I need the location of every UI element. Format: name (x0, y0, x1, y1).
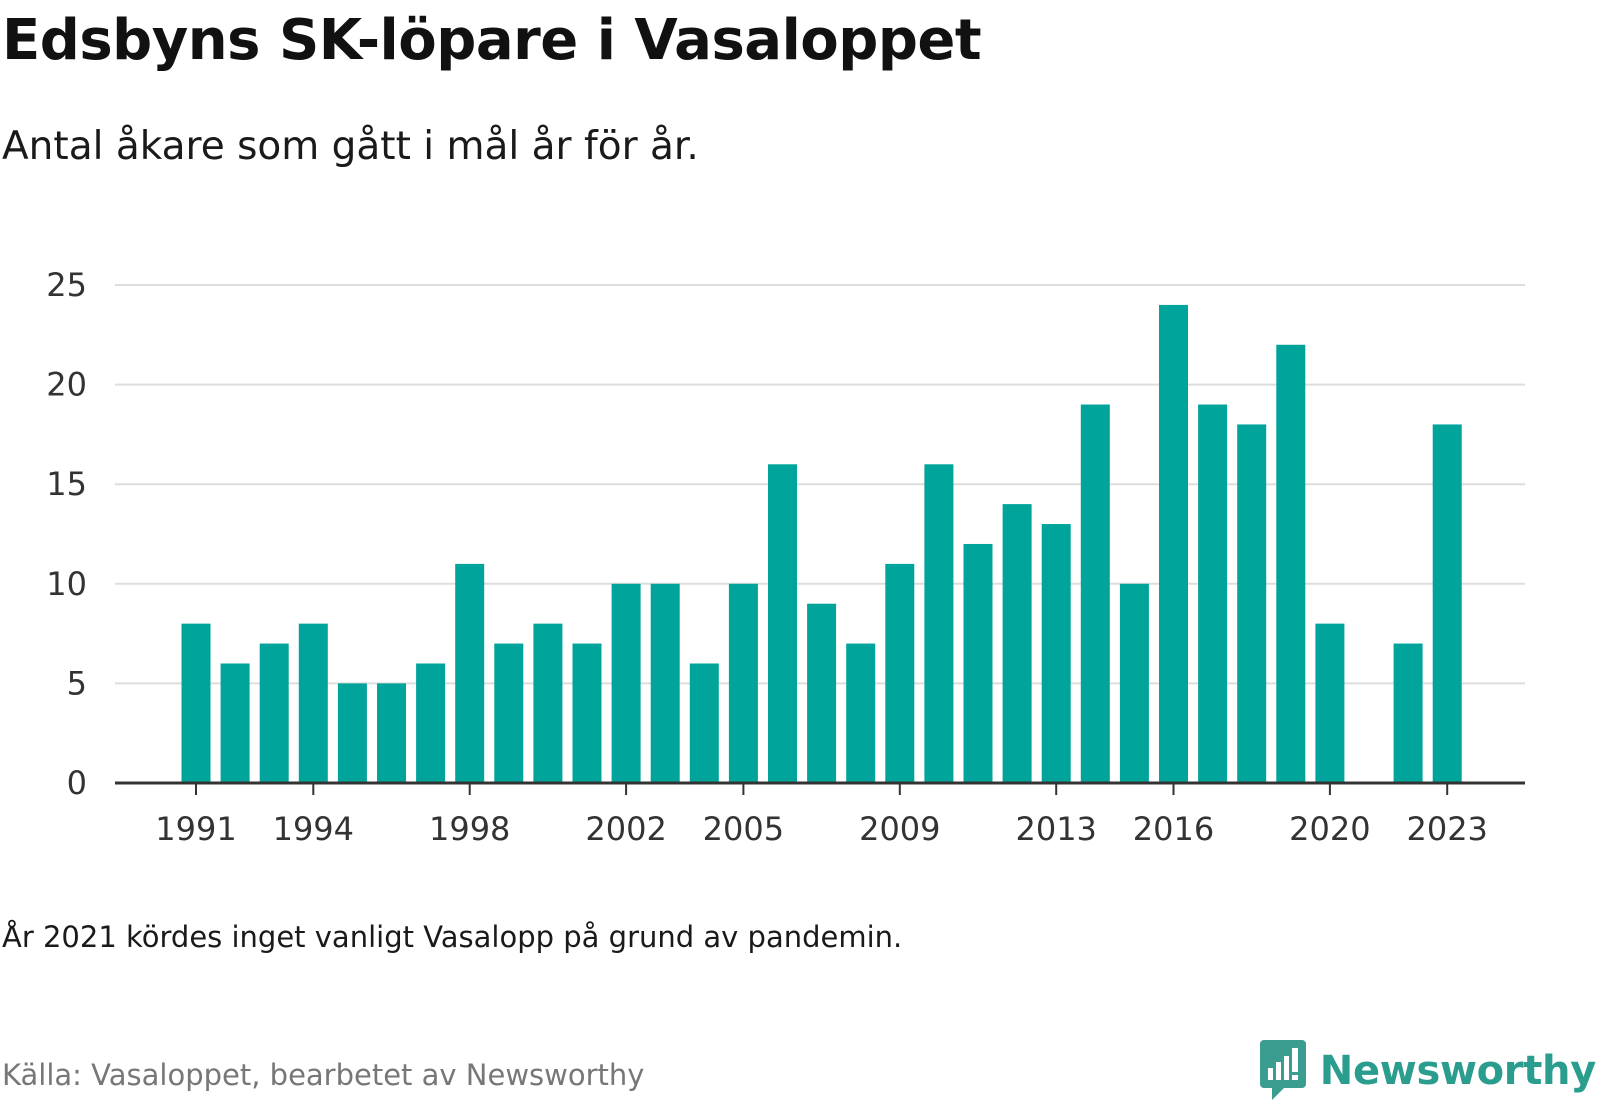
x-tick-label-1994: 1994 (273, 810, 354, 848)
x-axis (115, 781, 1525, 795)
bar-2007 (807, 603, 837, 783)
newsworthy-logo-icon (1259, 1040, 1306, 1100)
source-credit: Källa: Vasaloppet, bearbetet av Newswort… (2, 1058, 645, 1092)
bar-2020 (1315, 623, 1345, 783)
bars (181, 304, 1462, 783)
bar-2003 (650, 583, 680, 783)
bar-1998 (455, 563, 485, 783)
x-tick-label-1991: 1991 (155, 810, 236, 848)
x-tick-label-2023: 2023 (1406, 810, 1487, 848)
y-tick-label-25: 25 (46, 266, 87, 304)
bar-1999 (494, 643, 524, 783)
bar-1995 (337, 683, 367, 783)
bar-1991 (181, 623, 211, 783)
bar-1992 (220, 663, 250, 783)
x-tick-label-1998: 1998 (429, 810, 510, 848)
bar-2017 (1198, 404, 1228, 783)
bar-2011 (963, 543, 993, 783)
bar-2000 (533, 623, 563, 783)
y-tick-label-0: 0 (67, 764, 87, 802)
x-tick-label-2002: 2002 (585, 810, 666, 848)
bar-2014 (1080, 404, 1110, 783)
x-tick-label-2009: 2009 (859, 810, 940, 848)
chart-footnote: År 2021 kördes inget vanligt Vasalopp på… (2, 920, 903, 954)
bar-2004 (689, 663, 719, 783)
bar-2016 (1159, 304, 1188, 783)
bar-2013 (1041, 524, 1071, 783)
y-tick-label-15: 15 (46, 465, 87, 503)
y-tick-label-10: 10 (46, 565, 87, 603)
bar-2022 (1393, 643, 1423, 783)
bar-2009 (885, 563, 915, 783)
bar-2019 (1276, 344, 1306, 783)
bar-1997 (416, 663, 446, 783)
bar-2010 (924, 464, 954, 783)
bar-2008 (846, 643, 876, 783)
y-axis-tick-labels: 0 5 10 15 20 25 (46, 266, 87, 802)
bar-chart: 0 5 10 15 20 25 1991 1994 1998 2002 2005 2009 2013 2… (46, 266, 1525, 848)
x-tick-label-2016: 2016 (1133, 810, 1214, 848)
bar-2012 (1002, 504, 1032, 783)
chart-title: Edsbyns SK-löpare i Vasaloppet (2, 8, 982, 73)
bar-1993 (259, 643, 289, 783)
y-tick-label-5: 5 (67, 664, 87, 702)
bar-2006 (768, 464, 797, 783)
chart-subtitle: Antal åkare som gått i mål år för år. (2, 124, 699, 169)
brand-name: Newsworthy (1319, 1048, 1597, 1094)
bar-1996 (377, 683, 406, 783)
brand-logo: Newsworthy (1259, 1040, 1597, 1102)
x-tick-label-2020: 2020 (1289, 810, 1370, 848)
x-tick-label-2005: 2005 (703, 810, 784, 848)
bar-2005 (728, 583, 758, 783)
y-tick-label-20: 20 (46, 366, 87, 404)
bar-2023 (1432, 424, 1462, 783)
bar-2001 (572, 643, 602, 783)
bar-2018 (1237, 424, 1267, 783)
bar-2002 (611, 583, 641, 783)
bar-1994 (298, 623, 328, 783)
bar-2015 (1119, 583, 1149, 783)
x-tick-label-2013: 2013 (1015, 810, 1096, 848)
x-axis-tick-labels: 1991 1994 1998 2002 2005 2009 2013 2016 2020 2023 (155, 810, 1488, 848)
